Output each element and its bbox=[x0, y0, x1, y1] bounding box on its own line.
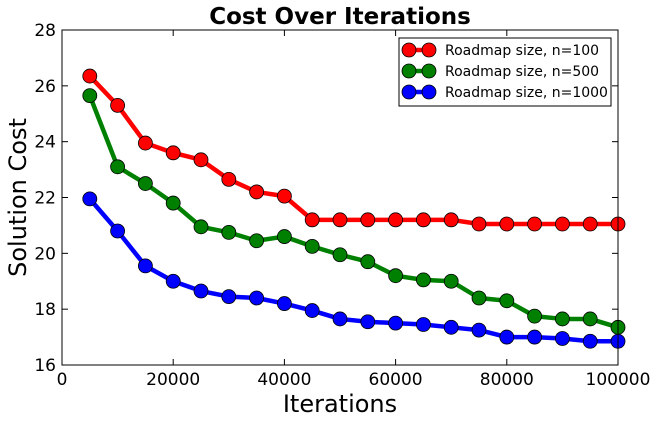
data-point bbox=[221, 224, 237, 240]
data-point bbox=[388, 212, 404, 228]
data-point bbox=[415, 272, 431, 288]
data-point bbox=[304, 212, 320, 228]
data-point bbox=[304, 303, 320, 318]
data-point bbox=[582, 216, 598, 232]
data-point bbox=[276, 188, 292, 204]
data-point bbox=[137, 176, 153, 191]
data-point bbox=[443, 273, 459, 289]
data-point bbox=[249, 290, 265, 306]
x-axis-label: Iterations bbox=[283, 390, 397, 418]
legend: Roadmap size, n=100 Roadmap size, n=500 Ro… bbox=[398, 37, 612, 107]
chart-title: Cost Over Iterations bbox=[209, 4, 471, 30]
legend-label: Roadmap size, n=500 bbox=[445, 64, 599, 80]
data-point bbox=[249, 184, 265, 200]
data-point bbox=[555, 331, 570, 346]
legend-marker bbox=[421, 63, 437, 79]
data-point bbox=[137, 135, 153, 151]
data-point bbox=[332, 311, 348, 327]
data-point bbox=[415, 212, 431, 228]
data-point bbox=[527, 329, 542, 345]
data-point bbox=[82, 68, 98, 84]
data-point bbox=[193, 152, 209, 168]
data-point bbox=[332, 212, 348, 228]
data-point bbox=[443, 212, 459, 228]
x-tick-label: 20000 bbox=[146, 370, 200, 390]
data-point bbox=[110, 223, 125, 239]
data-point bbox=[110, 97, 125, 113]
series-layer bbox=[82, 68, 626, 349]
data-point bbox=[360, 254, 376, 270]
data-point bbox=[82, 88, 98, 104]
y-tick-label: 22 bbox=[34, 189, 56, 209]
data-point bbox=[527, 216, 542, 232]
legend-marker bbox=[401, 63, 417, 79]
data-point bbox=[221, 171, 237, 187]
series-line-1 bbox=[87, 94, 619, 330]
data-point bbox=[499, 329, 515, 345]
data-point bbox=[360, 212, 376, 228]
y-tick-label: 28 bbox=[34, 21, 56, 41]
data-point bbox=[193, 283, 209, 299]
data-point bbox=[582, 333, 598, 349]
data-point bbox=[415, 317, 431, 332]
data-point bbox=[82, 191, 98, 207]
data-point bbox=[555, 311, 570, 327]
data-point bbox=[193, 219, 209, 235]
x-tick-label: 0 bbox=[57, 370, 68, 390]
x-tick-label: 60000 bbox=[369, 370, 423, 390]
data-point bbox=[555, 216, 570, 232]
data-point bbox=[165, 273, 181, 289]
data-point bbox=[249, 233, 265, 249]
data-point bbox=[221, 289, 237, 305]
y-tick-label: 20 bbox=[34, 244, 56, 264]
data-point bbox=[304, 238, 320, 254]
y-tick-label: 16 bbox=[34, 356, 56, 376]
data-point bbox=[471, 290, 487, 306]
data-point bbox=[388, 315, 404, 331]
data-point bbox=[471, 216, 487, 232]
data-point bbox=[110, 159, 125, 175]
legend-marker bbox=[421, 84, 437, 100]
x-tick-label: 80000 bbox=[480, 370, 534, 390]
y-tick-label: 18 bbox=[34, 300, 56, 320]
legend-label: Roadmap size, n=1000 bbox=[445, 85, 608, 101]
data-point bbox=[137, 258, 153, 274]
data-point bbox=[276, 229, 292, 244]
data-point bbox=[332, 247, 348, 263]
data-point bbox=[443, 319, 459, 335]
data-point bbox=[582, 311, 598, 327]
data-point bbox=[499, 216, 515, 232]
y-axis-label: Solution Cost bbox=[4, 118, 32, 277]
y-tick-label: 26 bbox=[34, 77, 56, 97]
data-point bbox=[276, 296, 292, 311]
axis-ticks: 0 20000 40000 60000 80000 100000 16 18 20 22 24 26 2… bbox=[34, 21, 650, 390]
y-tick-label: 24 bbox=[34, 133, 56, 153]
x-tick-label: 100000 bbox=[586, 370, 651, 390]
data-point bbox=[360, 314, 376, 330]
data-point bbox=[388, 268, 404, 284]
legend-label: Roadmap size, n=100 bbox=[445, 43, 599, 59]
data-point bbox=[527, 308, 542, 324]
data-point bbox=[165, 145, 181, 161]
legend-marker bbox=[421, 42, 437, 58]
legend-marker bbox=[401, 42, 417, 58]
x-tick-label: 40000 bbox=[257, 370, 311, 390]
data-point bbox=[165, 195, 181, 211]
data-point bbox=[499, 293, 515, 309]
legend-marker bbox=[401, 84, 417, 100]
data-point bbox=[471, 322, 487, 338]
